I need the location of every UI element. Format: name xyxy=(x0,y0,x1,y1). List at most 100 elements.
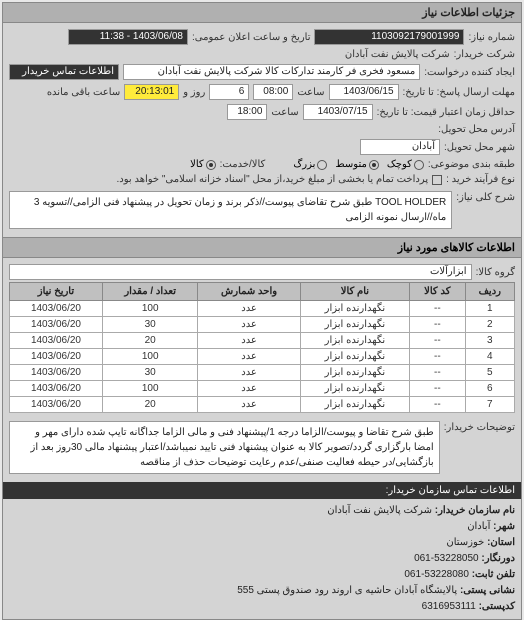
table-cell: 7 xyxy=(465,397,514,413)
table-cell: 1403/06/20 xyxy=(10,301,103,317)
table-cell: نگهدارنده ابزار xyxy=(300,365,409,381)
send-until-label: مهلت ارسال پاسخ: تا تاریخ: xyxy=(403,87,515,98)
contact-section-bar: اطلاعات تماس سازمان خریدار: xyxy=(3,482,521,499)
price-date: 1403/07/15 xyxy=(303,104,373,120)
table-cell: عدد xyxy=(198,301,300,317)
phone-label: تلفن ثابت: xyxy=(472,569,515,580)
table-cell: نگهدارنده ابزار xyxy=(300,381,409,397)
buyer-org: شرکت پالایش نفت آبادان xyxy=(345,49,450,60)
postal-value: پالایشگاه آبادان حاشیه ی اروند رود صندوق… xyxy=(237,585,457,596)
process-note: پرداخت تمام یا بخشی از مبلغ خرید،از محل … xyxy=(117,174,429,185)
table-cell: عدد xyxy=(198,349,300,365)
table-row: 3--نگهدارنده ابزارعدد201403/06/20 xyxy=(10,333,515,349)
postcode-label: کدپستی: xyxy=(479,601,515,612)
table-cell: 5 xyxy=(465,365,514,381)
contact-button[interactable]: اطلاعات تماس خریدار xyxy=(9,64,119,80)
province-label: استان: xyxy=(487,537,515,548)
city-value: آبادان xyxy=(467,521,490,532)
table-cell: عدد xyxy=(198,397,300,413)
table-header: واحد شمارش xyxy=(198,283,300,301)
table-cell: 1403/06/20 xyxy=(10,349,103,365)
buyer-org-label: شرکت خریدار: xyxy=(454,49,515,60)
days-label: روز و xyxy=(183,87,205,98)
table-header: تعداد / مقدار xyxy=(102,283,197,301)
footer-section: نام سازمان خریدار: شرکت پالایش نفت آبادا… xyxy=(3,499,521,619)
table-row: 4--نگهدارنده ابزارعدد1001403/06/20 xyxy=(10,349,515,365)
city-label: شهر: xyxy=(493,521,515,532)
panel-title: جزئیات اطلاعات نیاز xyxy=(3,3,521,23)
req-no-label: شماره نیاز: xyxy=(468,32,515,43)
table-cell: 1403/06/20 xyxy=(10,365,103,381)
table-cell: 100 xyxy=(102,301,197,317)
org-label: نام سازمان خریدار: xyxy=(435,505,515,516)
postal-label: نشانی پستی: xyxy=(460,585,515,596)
budget-label: طبقه بندی موضوعی: xyxy=(428,159,515,170)
table-header: نام کالا xyxy=(300,283,409,301)
table-cell: نگهدارنده ابزار xyxy=(300,317,409,333)
deliver-city: آبادان xyxy=(360,139,440,155)
price-valid-label: حداقل زمان اعتبار قیمت: تا تاریخ: xyxy=(377,107,515,118)
phone-value: 53228080-061 xyxy=(404,569,469,580)
table-cell: 1403/06/20 xyxy=(10,397,103,413)
time-label-1: ساعت xyxy=(297,87,324,98)
table-header: کد کالا xyxy=(410,283,466,301)
announce-label: تاریخ و ساعت اعلان عمومی: xyxy=(192,32,311,43)
table-cell: 6 xyxy=(465,381,514,397)
group-label: گروه کالا: xyxy=(476,267,515,278)
days: 6 xyxy=(209,84,249,100)
items-section: گروه کالا: ابزارآلات ردیفکد کالانام کالا… xyxy=(3,258,521,482)
postcode-value: 6316953111 xyxy=(422,601,476,612)
table-cell: 100 xyxy=(102,349,197,365)
fax-label: دورنگار: xyxy=(481,553,515,564)
main-panel: جزئیات اطلاعات نیاز شماره نیاز: 11030921… xyxy=(2,2,522,620)
table-row: 5--نگهدارنده ابزارعدد301403/06/20 xyxy=(10,365,515,381)
fax-value: 53228050-061 xyxy=(414,553,479,564)
table-row: 6--نگهدارنده ابزارعدد1001403/06/20 xyxy=(10,381,515,397)
table-cell: عدد xyxy=(198,333,300,349)
requester-field: مسعود فخری فر کارمند تدارکات کالا شرکت پ… xyxy=(123,64,420,80)
table-cell: 3 xyxy=(465,333,514,349)
remain-label: ساعت باقی مانده xyxy=(47,87,120,98)
province-value: خوزستان xyxy=(446,537,484,548)
main-desc-label: شرح کلی نیاز: xyxy=(456,189,515,203)
table-cell: 1403/06/20 xyxy=(10,333,103,349)
header-section: شماره نیاز: 1103092179001999 تاریخ و ساع… xyxy=(3,23,521,237)
buyer-notes-text: طبق شرح تقاضا و پیوست/الزاما درجه 1/پیشن… xyxy=(9,421,440,474)
send-date: 1403/06/15 xyxy=(329,84,399,100)
radio-large[interactable]: بزرگ xyxy=(293,159,327,170)
table-cell: 20 xyxy=(102,397,197,413)
table-cell: عدد xyxy=(198,381,300,397)
budget-radios: کوچک متوسط بزرگ xyxy=(293,159,424,170)
radio-small[interactable]: کوچک xyxy=(387,159,424,170)
table-cell: -- xyxy=(410,397,466,413)
remain-time: 20:13:01 xyxy=(124,84,179,100)
part-label: کالا/خدمت: xyxy=(220,159,266,170)
table-cell: -- xyxy=(410,365,466,381)
table-cell: 20 xyxy=(102,333,197,349)
table-cell: -- xyxy=(410,317,466,333)
table-cell: 2 xyxy=(465,317,514,333)
process-checkbox[interactable] xyxy=(432,175,442,185)
items-header: اطلاعات کالاهای مورد نیاز xyxy=(3,237,521,258)
table-cell: نگهدارنده ابزار xyxy=(300,333,409,349)
table-cell: -- xyxy=(410,301,466,317)
table-cell: عدد xyxy=(198,365,300,381)
table-cell: 4 xyxy=(465,349,514,365)
table-cell: 1403/06/20 xyxy=(10,381,103,397)
table-cell: -- xyxy=(410,381,466,397)
group-field: ابزارآلات xyxy=(9,264,472,280)
deliver-city-label: شهر محل تحویل: xyxy=(444,142,515,153)
radio-kala[interactable]: کالا xyxy=(190,159,216,170)
main-desc-text: TOOL HOLDER طبق شرح تقاضای پیوست//ذکر بر… xyxy=(9,191,452,229)
send-time: 08:00 xyxy=(253,84,293,100)
items-table: ردیفکد کالانام کالاواحد شمارشتعداد / مقد… xyxy=(9,282,515,413)
process-label: نوع فرآیند خرید : xyxy=(446,174,515,185)
req-no-field: 1103092179001999 xyxy=(314,29,464,45)
table-cell: نگهدارنده ابزار xyxy=(300,301,409,317)
table-cell: نگهدارنده ابزار xyxy=(300,397,409,413)
table-cell: 30 xyxy=(102,317,197,333)
announce-field: 1403/06/08 - 11:38 xyxy=(68,29,188,45)
radio-medium[interactable]: متوسط xyxy=(335,159,378,170)
table-row: 7--نگهدارنده ابزارعدد201403/06/20 xyxy=(10,397,515,413)
deliver-addr-label: آدرس محل تحویل: xyxy=(438,124,515,135)
